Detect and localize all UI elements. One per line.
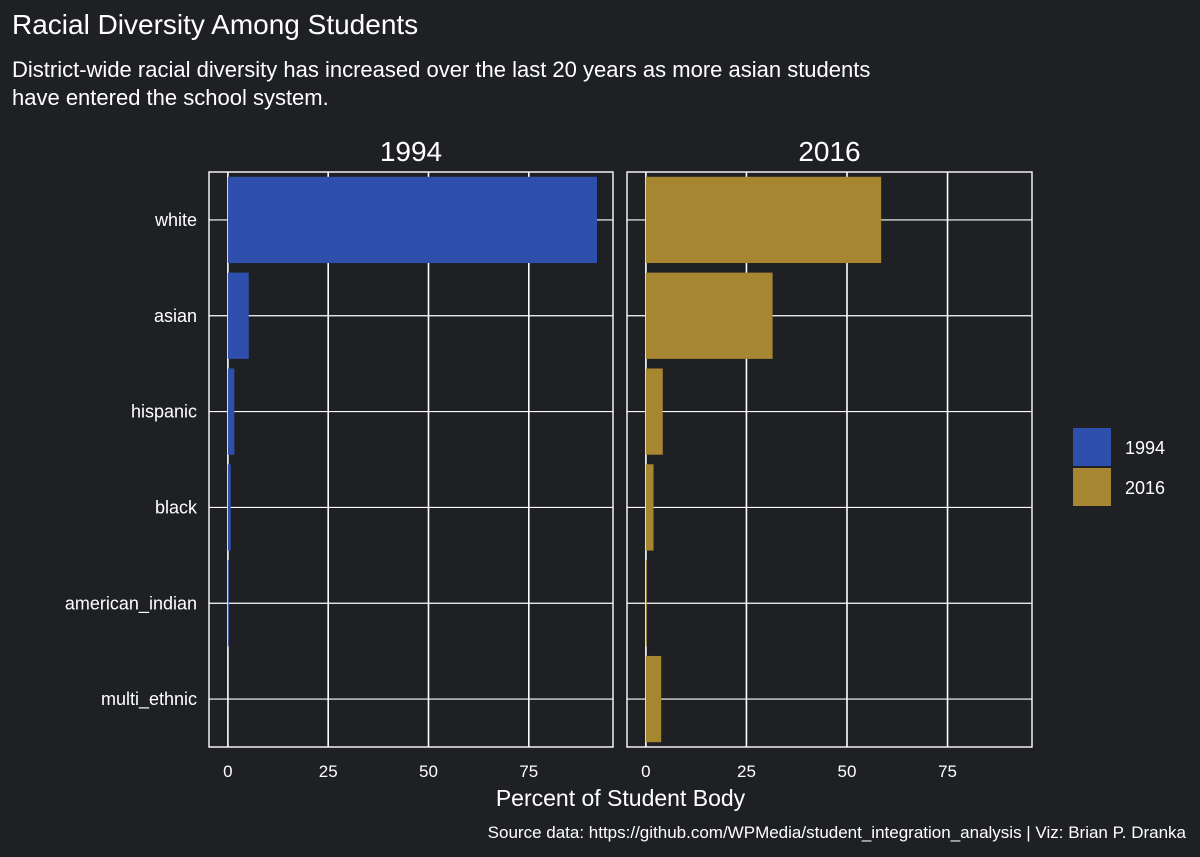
- y-tick-label-multi_ethnic: multi_ethnic: [101, 689, 197, 710]
- x-axis-title: Percent of Student Body: [496, 785, 746, 811]
- legend-label-1994: 1994: [1125, 438, 1165, 458]
- facet-1994-x-tick-label: 75: [519, 762, 538, 781]
- facet-1994-bar-asian: [227, 272, 249, 359]
- facet-2016-x-tick-label: 25: [737, 762, 756, 781]
- legend-swatch-2016: [1073, 468, 1111, 506]
- y-tick-label-hispanic: hispanic: [131, 402, 197, 422]
- facet-2016-x-tick-label: 50: [838, 762, 857, 781]
- facet-1994-panel-border: [208, 171, 614, 748]
- facet-1994-bar-white: [227, 176, 597, 264]
- facet-1994-x-tick-label: 0: [223, 762, 232, 781]
- y-tick-label-black: black: [155, 497, 198, 517]
- facet-2016-strip-label: 2016: [798, 136, 860, 167]
- chart-caption: Source data: https://github.com/WPMedia/…: [487, 823, 1186, 842]
- y-tick-label-asian: asian: [154, 306, 197, 326]
- facet-2016-bar-multi_ethnic: [645, 655, 662, 743]
- facet-2016-bar-white: [645, 176, 882, 264]
- y-tick-label-american_indian: american_indian: [65, 593, 197, 614]
- facet-1994-bar-american_indian: [227, 560, 229, 647]
- facet-1994-bar-black: [227, 464, 231, 551]
- facet-2016-bar-american_indian: [645, 560, 647, 647]
- facet-1994-x-tick-label: 50: [419, 762, 438, 781]
- facet-1994-strip-label: 1994: [380, 136, 442, 167]
- facet-1994-x-tick-label: 25: [319, 762, 338, 781]
- facet-2016-panel-border: [626, 171, 1033, 748]
- facet-2016-x-tick-label: 75: [938, 762, 957, 781]
- y-tick-label-white: white: [154, 210, 197, 230]
- facet-2016-bar-asian: [645, 272, 773, 359]
- facet-2016-bar-black: [645, 464, 654, 551]
- facet-2016-x-tick-label: 0: [641, 762, 650, 781]
- chart-title: Racial Diversity Among Students: [12, 9, 419, 40]
- facet-1994-bar-hispanic: [227, 368, 235, 455]
- facet-2016-bar-hispanic: [645, 368, 663, 455]
- chart-subtitle: District-wide racial diversity has incre…: [12, 57, 871, 110]
- legend-swatch-1994: [1073, 428, 1111, 466]
- legend-label-2016: 2016: [1125, 478, 1165, 498]
